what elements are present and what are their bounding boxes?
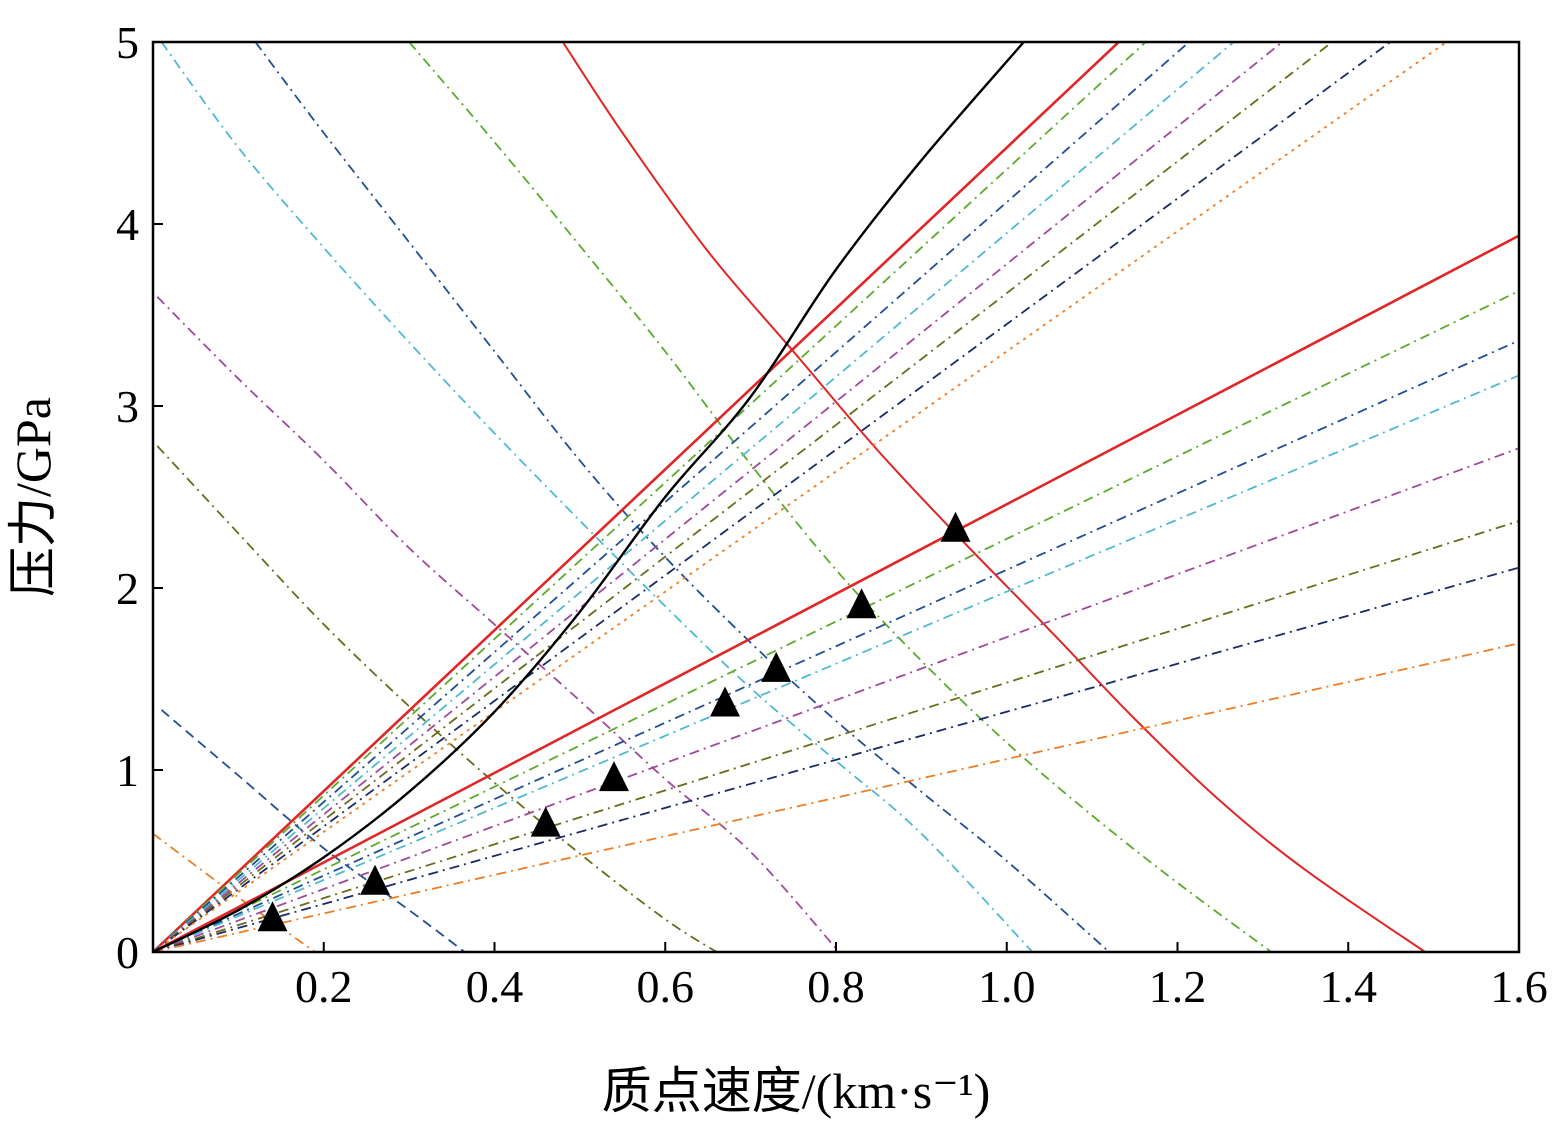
release-curve-7 bbox=[561, 42, 1426, 952]
lower-ray-7 bbox=[153, 642, 1519, 952]
upper-ray-2 bbox=[153, 42, 1190, 952]
lower-ray-1 bbox=[153, 290, 1519, 952]
series-layer bbox=[153, 42, 1519, 952]
x-tick-label-1: 0.4 bbox=[466, 961, 524, 1012]
release-curve-1 bbox=[160, 709, 466, 952]
y-tick-label-3: 3 bbox=[116, 381, 139, 432]
data-marker-3 bbox=[599, 761, 629, 792]
release-curve-3 bbox=[156, 296, 837, 949]
x-tick-label-6: 1.4 bbox=[1320, 961, 1378, 1012]
upper-ray-0 bbox=[153, 42, 1120, 952]
x-tick-label-2: 0.6 bbox=[637, 961, 695, 1012]
upper-ray-4 bbox=[153, 42, 1283, 952]
x-axis-title: 质点速度/(km·s⁻¹) bbox=[602, 1063, 991, 1119]
release-curve-4 bbox=[160, 42, 1034, 952]
data-marker-6 bbox=[846, 588, 877, 619]
y-axis-title: 压力/GPa bbox=[5, 397, 61, 597]
hugoniot-curve bbox=[153, 42, 1025, 952]
release-curve-0 bbox=[153, 832, 316, 952]
lower-ray-5 bbox=[153, 520, 1519, 952]
plot-frame bbox=[151, 40, 1521, 954]
marker-layer bbox=[257, 511, 971, 932]
upper-ray-5 bbox=[153, 42, 1333, 952]
lower-ray-4 bbox=[153, 447, 1519, 952]
y-tick-label-1: 1 bbox=[116, 745, 139, 796]
y-tick-label-5: 5 bbox=[116, 17, 139, 68]
lower-ray-3 bbox=[153, 374, 1519, 952]
data-marker-7 bbox=[940, 511, 971, 542]
x-tick-label-5: 1.2 bbox=[1149, 961, 1207, 1012]
data-marker-2 bbox=[530, 806, 561, 837]
release-curve-2 bbox=[156, 445, 717, 952]
release-curve-6 bbox=[408, 42, 1272, 952]
data-marker-0 bbox=[257, 901, 288, 932]
x-tick-label-4: 1.0 bbox=[978, 961, 1036, 1012]
tick-layer: 0.2 0.4 0.6 0.8 1.0 1.2 1.4 1.6 0 1 2 3 4 5 bbox=[116, 17, 1548, 1012]
y-tick-label-4: 4 bbox=[116, 199, 139, 250]
upper-ray-3 bbox=[153, 42, 1235, 952]
data-marker-4 bbox=[710, 686, 740, 717]
upper-ray-7 bbox=[153, 42, 1448, 952]
x-tick-label-3: 0.8 bbox=[807, 961, 865, 1012]
data-marker-1 bbox=[360, 864, 390, 895]
data-marker-5 bbox=[761, 651, 792, 682]
lower-ray-2 bbox=[153, 339, 1519, 952]
lower-ray-0 bbox=[153, 234, 1519, 952]
y-tick-label-0: 0 bbox=[116, 927, 139, 978]
x-tick-label-0: 0.2 bbox=[295, 961, 353, 1012]
release-curve-5 bbox=[254, 42, 1110, 952]
upper-ray-6 bbox=[153, 42, 1391, 952]
upper-ray-1 bbox=[153, 42, 1147, 952]
x-tick-label-7: 1.6 bbox=[1490, 961, 1548, 1012]
y-tick-label-2: 2 bbox=[116, 563, 139, 614]
